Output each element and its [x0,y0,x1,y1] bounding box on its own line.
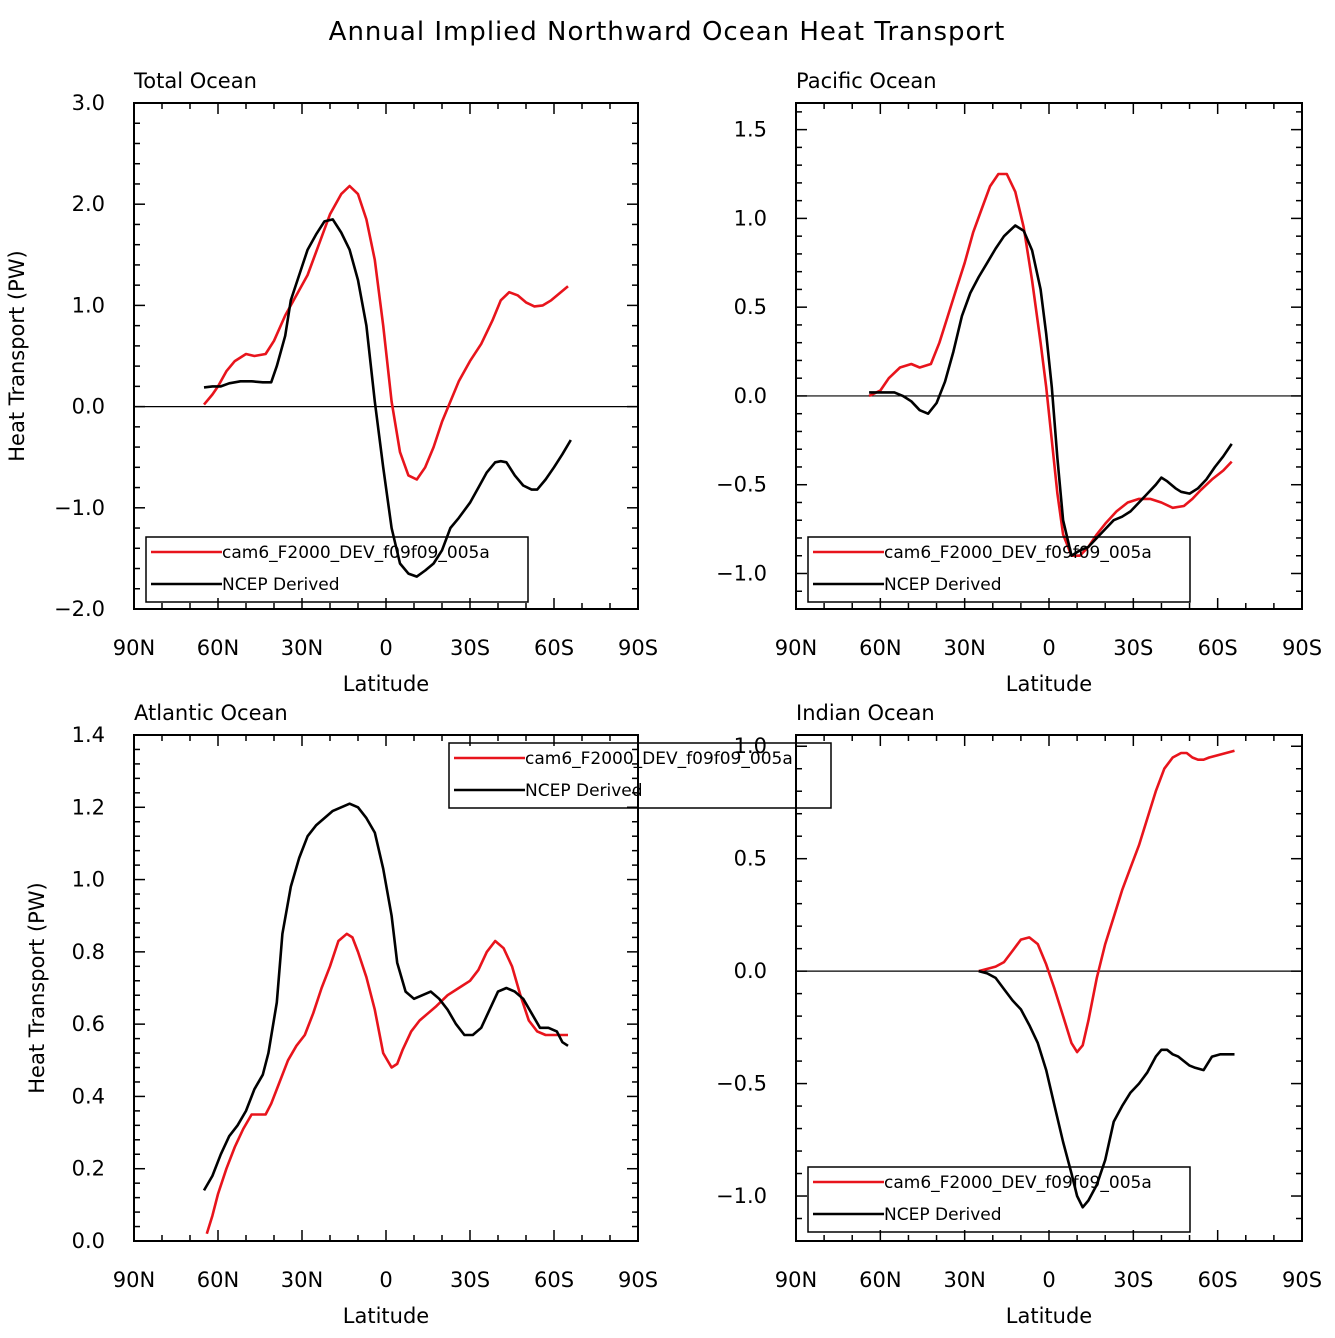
x-tick-label: 0 [1042,636,1055,660]
x-tick-label: 30S [1113,1268,1153,1292]
y-tick-label: 2.0 [72,192,105,216]
x-tick-label: 30N [943,1268,985,1292]
y-tick-label: 1.0 [734,734,767,758]
legend: cam6_F2000_DEV_f09f09_005a NCEP Derived [807,1166,1191,1233]
y-tick-label: −1.0 [54,496,105,520]
x-tick-label: 90N [775,636,817,660]
legend-label: NCEP Derived [222,575,340,595]
legend-box [807,1166,1191,1233]
legend-label: NCEP Derived [884,575,1002,595]
legend-label: NCEP Derived [884,1205,1002,1225]
y-tick-label: 0.5 [734,847,767,871]
series-line-model [978,749,1235,1054]
x-tick-label: 60S [534,636,574,660]
x-tick-label: 0 [379,636,392,660]
x-tick-label: 60N [859,636,901,660]
series-line-ncep [978,969,1235,1209]
panel-total-ocean: Total Ocean 90N 60N 30N 0 30S 60S 90S −2.0 −1.0 0.… [5,69,658,696]
x-tick-label: 60S [534,1268,574,1292]
panel-pacific-ocean: Pacific Ocean 90N 60N 30N 0 30S 60S 90S −1.0 −0.5… [716,69,1322,696]
series-line-ncep [203,218,572,578]
y-tick-label: 1.5 [734,118,767,142]
legend: cam6_F2000_DEV_f09f09_005a NCEP Derived [807,536,1191,603]
x-tick-label: 0 [1042,1268,1055,1292]
x-tick-label: 60S [1198,1268,1238,1292]
legend: cam6_F2000_DEV_f09f09_005a NCEP Derived [145,536,529,603]
x-tick-label: 30N [281,636,323,660]
y-tick-label: 0.4 [72,1084,105,1108]
x-tick-label: 0 [379,1268,392,1292]
y-tick-label: −1.0 [716,1184,767,1208]
y-tick-label: 1.4 [72,723,105,747]
x-axis-label: Latitude [1006,672,1092,696]
legend-box [145,536,529,603]
legend-label: cam6_F2000_DEV_f09f09_005a [525,749,793,769]
y-tick-label: 1.0 [72,868,105,892]
y-tick-label: 1.0 [734,206,767,230]
x-axis-label: Latitude [343,1304,429,1328]
y-tick-label: 0.2 [72,1157,105,1181]
x-tick-label: 60N [197,636,239,660]
panel-atlantic-ocean: Atlantic Ocean 90N 60N 30N 0 30S 60S 90S 0.0 0.2 0… [25,701,832,1328]
y-tick-label: 1.0 [72,293,105,317]
x-tick-label: 90N [113,1268,155,1292]
series-line-model [868,172,1233,558]
x-axis-label: Latitude [1006,1304,1092,1328]
y-tick-label: −0.5 [716,473,767,497]
main-title: Annual Implied Northward Ocean Heat Tran… [329,17,1006,47]
x-tick-label: 30S [450,636,490,660]
y-tick-label: −1.0 [716,561,767,585]
x-tick-label: 90S [1282,1268,1322,1292]
x-tick-label: 90S [618,636,658,660]
series-line-ncep [869,224,1233,558]
series-line-model [205,932,568,1235]
legend-box [807,536,1191,603]
x-tick-label: 60N [859,1268,901,1292]
y-tick-label: 0.0 [72,395,105,419]
x-tick-label: 90N [113,636,155,660]
x-tick-label: 30S [450,1268,490,1292]
legend-box [448,742,832,809]
x-tick-label: 30N [281,1268,323,1292]
y-tick-label: 0.5 [734,295,767,319]
panel-indian-ocean: Indian Ocean 90N 60N 30N 0 30S 60S 90S −1.0 −0.5 0… [716,701,1322,1328]
y-tick-label: 0.6 [72,1012,105,1036]
legend-label: NCEP Derived [525,781,643,801]
legend-label: cam6_F2000_DEV_f09f09_005a [884,1173,1152,1193]
y-tick-label: 0.0 [734,959,767,983]
y-tick-label: −0.5 [716,1072,767,1096]
x-tick-label: 30N [943,636,985,660]
series-line-model [203,184,569,481]
x-tick-label: 90N [775,1268,817,1292]
panel-title: Indian Ocean [796,701,935,725]
panel-title: Atlantic Ocean [134,701,288,725]
panels: Total Ocean 90N 60N 30N 0 30S 60S 90S −2.0 −1.0 0.… [5,69,1322,1328]
x-tick-label: 90S [618,1268,658,1292]
x-tick-label: 60N [197,1268,239,1292]
y-axis-label: Heat Transport (PW) [25,882,49,1094]
series-line-ncep [202,802,569,1192]
y-tick-label: 3.0 [72,91,105,115]
plot-frame [795,734,1303,1242]
legend: cam6_F2000_DEV_f09f09_005a NCEP Derived [448,742,832,809]
y-tick-label: −2.0 [54,597,105,621]
x-tick-label: 60S [1198,636,1238,660]
y-tick-label: 1.2 [72,795,105,819]
panel-title: Pacific Ocean [796,69,937,93]
y-tick-label: 0.0 [734,384,767,408]
legend-label: cam6_F2000_DEV_f09f09_005a [222,543,490,563]
y-axis-label: Heat Transport (PW) [5,250,29,462]
y-tick-label: 0.0 [72,1229,105,1253]
panel-title: Total Ocean [133,69,257,93]
plot-frame [133,734,639,1242]
y-tick-label: 0.8 [72,940,105,964]
x-axis-label: Latitude [343,672,429,696]
x-tick-label: 90S [1282,636,1322,660]
x-tick-label: 30S [1113,636,1153,660]
legend-label: cam6_F2000_DEV_f09f09_005a [884,543,1152,563]
